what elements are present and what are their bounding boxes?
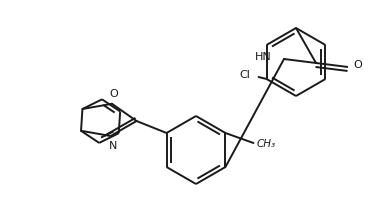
Text: O: O (353, 60, 362, 70)
Text: HN: HN (255, 52, 272, 62)
Text: O: O (109, 89, 118, 99)
Text: Cl: Cl (240, 70, 250, 80)
Text: N: N (108, 141, 117, 151)
Text: CH₃: CH₃ (256, 139, 276, 149)
